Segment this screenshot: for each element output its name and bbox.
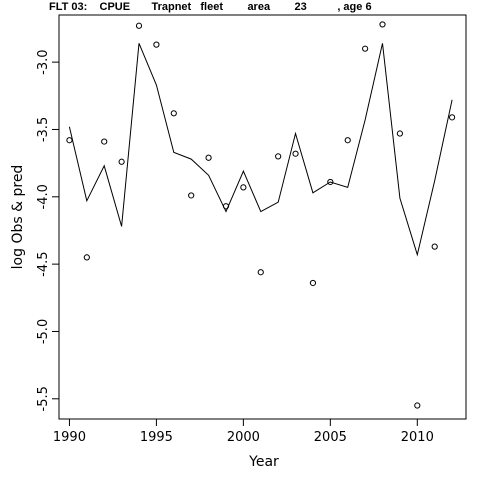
- observed-point: [362, 45, 369, 52]
- observed-point: [448, 114, 456, 121]
- observed-point: [292, 150, 299, 157]
- observed-point: [222, 203, 230, 210]
- observed-point: [188, 192, 195, 199]
- y-tick-label: -4.0: [36, 184, 51, 209]
- x-axis: 1990 1995 2000 2005 2010: [53, 419, 434, 445]
- observed-point: [327, 178, 334, 186]
- observed-point: [257, 269, 264, 276]
- x-tick-label: 1990: [53, 430, 86, 445]
- observed-point: [309, 279, 317, 287]
- y-tick-label: -5.5: [36, 386, 51, 411]
- observed-point: [135, 22, 143, 29]
- predicted-line: [68, 43, 453, 257]
- observed-point: [83, 254, 90, 261]
- x-tick-label: 2005: [314, 430, 347, 445]
- observed-point: [396, 130, 404, 137]
- observed-point: [170, 110, 177, 117]
- y-axis-label: log Obs & pred: [10, 165, 26, 270]
- observed-point: [414, 402, 421, 409]
- x-tick-label: 1995: [140, 430, 173, 445]
- observed-point: [205, 154, 212, 161]
- observed-point: [344, 137, 351, 144]
- y-tick-label: -4.5: [36, 251, 51, 276]
- observed-point: [379, 21, 386, 28]
- observed-point: [101, 138, 108, 145]
- chart-title: FLT 03: CPUE Trapnet fleet area 23 , age…: [49, 1, 372, 13]
- y-tick-label: -5.0: [36, 319, 51, 344]
- observed-point: [153, 41, 160, 48]
- observed-point: [431, 243, 438, 250]
- observed-point: [66, 137, 73, 144]
- x-tick-label: 2000: [227, 430, 260, 445]
- y-tick-label: -3.5: [36, 117, 51, 142]
- x-tick-label: 2010: [401, 430, 434, 445]
- series-layer: [66, 21, 456, 409]
- observed-point: [275, 153, 282, 160]
- plot-frame: [58, 14, 467, 420]
- observed-point: [118, 158, 125, 165]
- y-tick-label: -3.0: [36, 49, 51, 74]
- x-axis-label: Year: [248, 454, 279, 470]
- y-axis: -5.5 -5.0 -4.5 -4.0 -3.5 -3.0: [36, 49, 59, 411]
- observed-point: [240, 184, 247, 191]
